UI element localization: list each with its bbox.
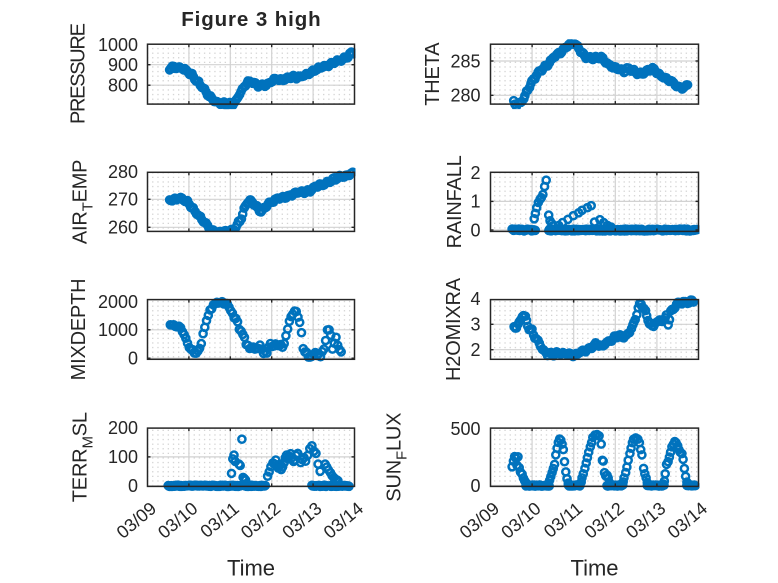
svg-text:100: 100 xyxy=(108,447,138,467)
svg-text:4: 4 xyxy=(470,289,480,309)
svg-text:1: 1 xyxy=(470,192,480,212)
svg-text:1000: 1000 xyxy=(98,35,138,55)
svg-text:800: 800 xyxy=(108,76,138,96)
svg-text:Time: Time xyxy=(570,556,618,581)
svg-text:PRESSURE: PRESSURE xyxy=(67,23,89,124)
svg-text:0: 0 xyxy=(470,476,480,496)
svg-text:0: 0 xyxy=(128,476,138,496)
svg-text:AIRTEMP: AIRTEMP xyxy=(69,160,96,244)
svg-text:1000: 1000 xyxy=(98,320,138,340)
svg-text:200: 200 xyxy=(108,418,138,438)
svg-text:270: 270 xyxy=(108,190,138,210)
svg-text:280: 280 xyxy=(108,162,138,182)
svg-text:0: 0 xyxy=(470,220,480,240)
svg-text:H2OMIXRA: H2OMIXRA xyxy=(443,277,465,381)
svg-text:SUNFLUX: SUNFLUX xyxy=(384,413,411,502)
svg-text:Time: Time xyxy=(227,556,275,581)
svg-text:3: 3 xyxy=(470,315,480,335)
svg-text:Figure 3 high: Figure 3 high xyxy=(181,8,321,31)
svg-text:260: 260 xyxy=(108,218,138,238)
svg-text:2000: 2000 xyxy=(98,292,138,312)
svg-text:285: 285 xyxy=(450,51,480,71)
svg-text:THETA: THETA xyxy=(422,42,444,106)
svg-text:0: 0 xyxy=(128,349,138,369)
svg-text:900: 900 xyxy=(108,55,138,75)
svg-text:RAINFALL: RAINFALL xyxy=(444,155,466,248)
svg-text:280: 280 xyxy=(450,86,480,106)
svg-text:500: 500 xyxy=(450,419,480,439)
svg-text:2: 2 xyxy=(470,340,480,360)
svg-text:TERRMSL: TERRMSL xyxy=(69,412,96,502)
svg-text:2: 2 xyxy=(470,163,480,183)
svg-text:MIXDEPTH: MIXDEPTH xyxy=(68,279,90,381)
